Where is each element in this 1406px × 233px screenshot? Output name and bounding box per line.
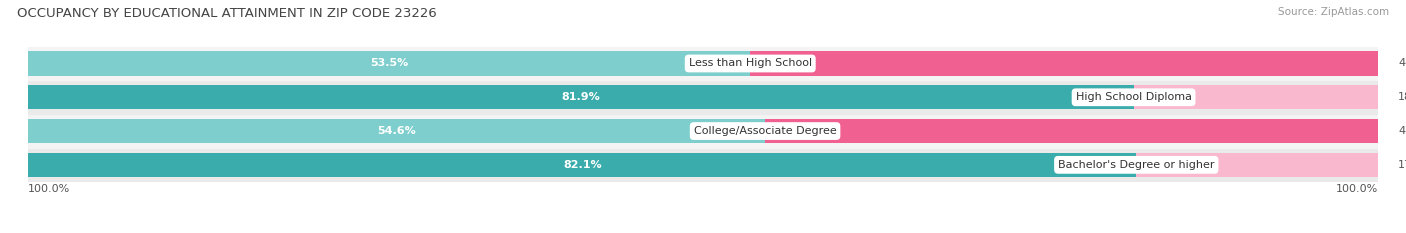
Bar (765, 119, 1378, 143)
Text: OCCUPANCY BY EDUCATIONAL ATTAINMENT IN ZIP CODE 23226: OCCUPANCY BY EDUCATIONAL ATTAINMENT IN Z… (17, 7, 437, 20)
Text: 100.0%: 100.0% (1336, 185, 1378, 195)
Bar (28, 80, 1378, 114)
Text: 45.4%: 45.4% (1398, 126, 1406, 136)
Bar (28, 85, 1133, 110)
Text: High School Diploma: High School Diploma (1076, 92, 1191, 102)
Text: 82.1%: 82.1% (562, 160, 602, 170)
Bar (1136, 153, 1378, 177)
Text: 81.9%: 81.9% (561, 92, 600, 102)
Bar (28, 119, 765, 143)
Bar (28, 148, 1378, 182)
Bar (28, 114, 1378, 148)
Text: 54.6%: 54.6% (377, 126, 416, 136)
Text: Bachelor's Degree or higher: Bachelor's Degree or higher (1059, 160, 1215, 170)
Text: 17.9%: 17.9% (1398, 160, 1406, 170)
Bar (1133, 85, 1378, 110)
Bar (751, 51, 1378, 76)
Bar (28, 153, 1136, 177)
Bar (28, 47, 1378, 80)
Bar (28, 51, 751, 76)
Text: College/Associate Degree: College/Associate Degree (693, 126, 837, 136)
Text: 18.1%: 18.1% (1398, 92, 1406, 102)
Text: 100.0%: 100.0% (28, 185, 70, 195)
Text: Source: ZipAtlas.com: Source: ZipAtlas.com (1278, 7, 1389, 17)
Text: Less than High School: Less than High School (689, 58, 811, 69)
Text: 53.5%: 53.5% (370, 58, 408, 69)
Text: 46.5%: 46.5% (1398, 58, 1406, 69)
